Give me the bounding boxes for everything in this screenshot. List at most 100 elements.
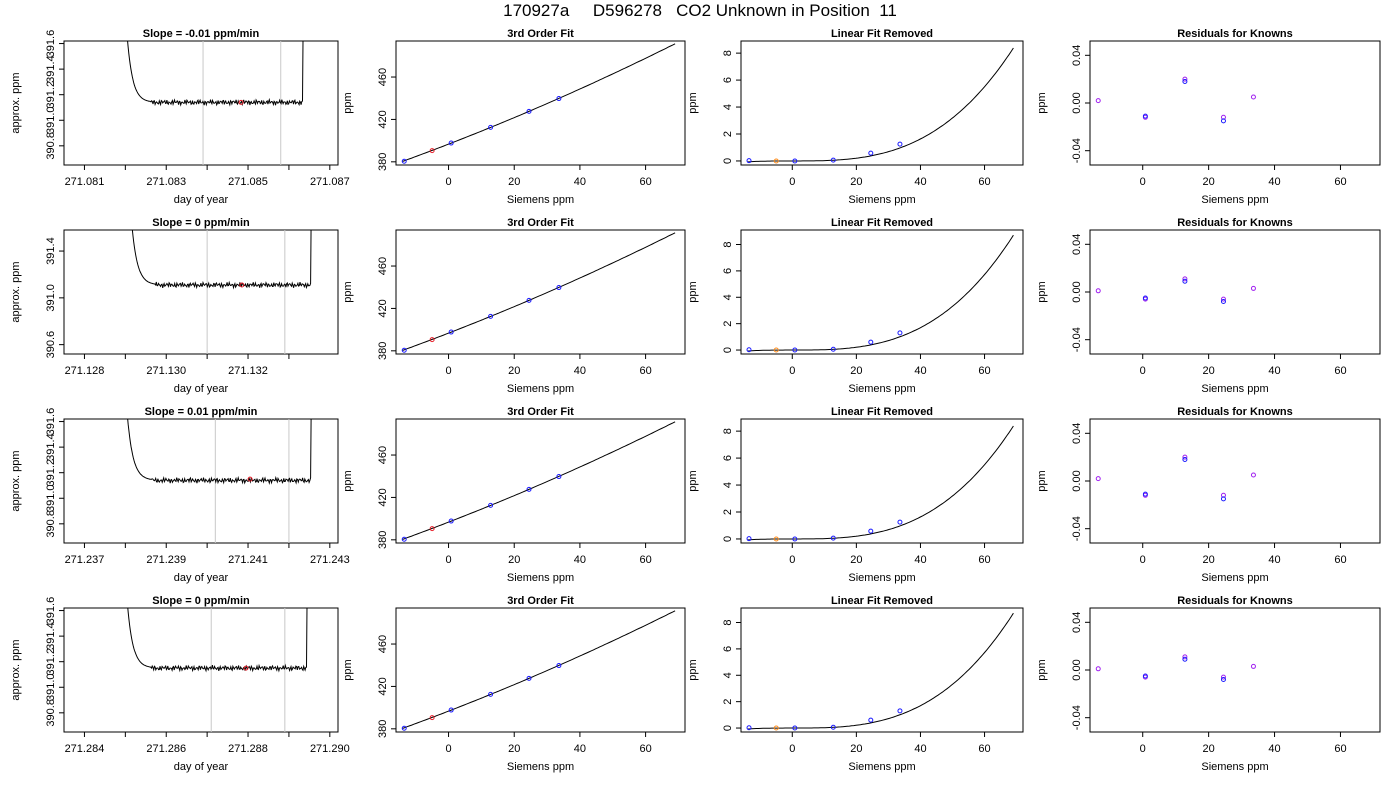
data-point (868, 150, 874, 156)
x-axis-label: Siemens ppm (1201, 572, 1268, 584)
x-axis-label: Siemens ppm (848, 383, 915, 395)
x-tick-label: 20 (850, 365, 862, 377)
y-tick-label: 2 (722, 509, 734, 515)
fit-curve (747, 234, 1014, 352)
panel-r1-c3: Residuals for Knowns Siemens ppm ppm 0 20 40 6… (1036, 217, 1381, 395)
data-point (488, 691, 494, 697)
y-axis-label: approx. ppm (10, 72, 22, 133)
y-tick-label: 391.2 (45, 459, 57, 487)
data-point (830, 157, 836, 163)
x-tick-label: 20 (1203, 554, 1215, 566)
y-tick-label: 4 (722, 672, 734, 678)
y-tick-label: 460 (377, 635, 389, 653)
y-tick-label: 380 (377, 720, 389, 738)
y-tick-label: 0 (722, 536, 734, 542)
x-tick-label: 20 (508, 743, 520, 755)
x-axis-label: Siemens ppm (1201, 761, 1268, 773)
y-tick-label: 460 (377, 446, 389, 464)
data-point (746, 158, 752, 164)
plot-area (402, 43, 676, 162)
x-tick-label: 0 (789, 176, 795, 188)
panel-r2-c0: Slope = 0.01 ppm/min day of year approx. p… (10, 406, 350, 584)
unknown-point (247, 476, 253, 482)
x-tick-label: 20 (1203, 365, 1215, 377)
data-point (1095, 476, 1101, 482)
y-tick-label: 0.04 (1071, 423, 1083, 444)
panel-title: Slope = 0 ppm/min (152, 217, 250, 229)
x-tick-label: 60 (639, 554, 651, 566)
data-point (556, 285, 562, 291)
x-axis-label: Siemens ppm (507, 194, 574, 206)
y-tick-label: 8 (722, 619, 734, 625)
plot-area (127, 419, 312, 543)
data-point (526, 108, 532, 114)
x-tick-label: 271.241 (228, 554, 268, 566)
data-point (897, 519, 903, 525)
y-tick-label: 4 (722, 294, 734, 300)
panel-title: Residuals for Knowns (1177, 406, 1293, 418)
y-tick-label: 0.00 (1071, 470, 1083, 491)
y-tick-label: 420 (377, 488, 389, 506)
data-point (556, 96, 562, 102)
plot-frame (740, 229, 1024, 355)
data-point (1182, 278, 1188, 284)
x-tick-label: 20 (1203, 176, 1215, 188)
data-point (1182, 457, 1188, 463)
panel-title: Slope = -0.01 ppm/min (143, 28, 260, 40)
y-axis-label: approx. ppm (10, 450, 22, 511)
data-point (1250, 94, 1256, 100)
y-axis-label: approx. ppm (10, 261, 22, 322)
ppm-trace (127, 41, 304, 107)
plot-frame (1089, 40, 1381, 166)
y-tick-label: 8 (722, 428, 734, 434)
x-tick-label: 40 (1268, 176, 1280, 188)
data-point (1250, 663, 1256, 669)
x-tick-label: 271.290 (310, 743, 350, 755)
x-tick-label: 0 (1140, 365, 1146, 377)
panel-title: Slope = 0 ppm/min (152, 595, 250, 607)
data-point (401, 347, 407, 353)
x-tick-label: 40 (914, 743, 926, 755)
y-tick-label: 0.04 (1071, 234, 1083, 255)
y-tick-label: 390.6 (45, 331, 57, 359)
x-tick-label: 0 (445, 554, 451, 566)
x-tick-label: 40 (574, 554, 586, 566)
x-tick-label: 20 (508, 176, 520, 188)
data-point (1220, 674, 1226, 680)
x-tick-label: 60 (639, 743, 651, 755)
panel-r3-c1: 3rd Order Fit Siemens ppm ppm 0 20 40 60 380 420… (342, 595, 686, 773)
x-tick-label: 60 (978, 365, 990, 377)
y-tick-label: -0.04 (1071, 327, 1083, 352)
x-axis-label: day of year (174, 572, 229, 584)
plot-frame (395, 40, 686, 166)
y-tick-label: 460 (377, 257, 389, 275)
data-point (448, 329, 454, 335)
x-tick-label: 0 (1140, 743, 1146, 755)
x-axis-label: day of year (174, 761, 229, 773)
data-point (746, 347, 752, 353)
y-tick-label: 4 (722, 104, 734, 110)
y-tick-label: 8 (722, 50, 734, 56)
data-point (773, 725, 779, 731)
data-point (526, 297, 532, 303)
panel-r0-c1: 3rd Order Fit Siemens ppm ppm 0 20 40 60 380 420… (342, 28, 686, 206)
panel-r0-c0: Slope = -0.01 ppm/min day of year approx. … (10, 28, 350, 206)
x-tick-label: 60 (639, 365, 651, 377)
figure-title: 170927a D596278 CO2 Unknown in Position … (503, 1, 897, 20)
x-tick-label: 271.085 (228, 176, 268, 188)
y-tick-label: 6 (722, 77, 734, 83)
y-axis-label: ppm (1036, 659, 1048, 680)
y-tick-label: 0.00 (1071, 92, 1083, 113)
y-tick-label: 6 (722, 646, 734, 652)
y-axis-label: ppm (1036, 470, 1048, 491)
panel-title: 3rd Order Fit (507, 28, 574, 40)
y-tick-label: -0.04 (1071, 705, 1083, 730)
y-axis-label: ppm (687, 92, 699, 113)
y-tick-label: 391.4 (45, 622, 57, 650)
data-point (792, 725, 798, 731)
plot-area (402, 421, 676, 540)
fit-curve (747, 612, 1014, 730)
y-axis-label: approx. ppm (10, 639, 22, 700)
x-tick-label: 271.239 (146, 554, 186, 566)
data-point (792, 347, 798, 353)
